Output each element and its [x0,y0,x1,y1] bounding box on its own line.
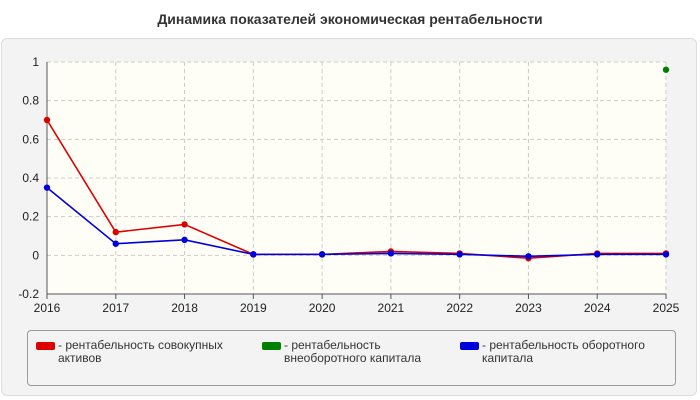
x-tick-label: 2022 [446,301,473,315]
data-point-series-1 [662,66,670,73]
legend-item-total-assets: - рентабельность совокупных активов [36,339,246,365]
chart-title: Динамика показателей экономическая рента… [157,11,543,27]
data-point-series-2 [387,250,395,257]
grid-lines [47,61,667,294]
y-tick-label: 0.2 [22,210,39,224]
data-point-series-0 [43,116,51,124]
y-tick-label: 0.4 [22,171,39,185]
legend-label: - рентабельность внеоборотного капитала [284,338,421,365]
x-tick-label: 2016 [34,301,61,315]
data-point-series-2 [43,184,51,191]
legend-item-fixed-capital: - рентабельность внеоборотного капитала [262,339,447,365]
x-tick-label: 2020 [309,301,336,315]
legend-item-working-capital: - рентабельность оборотного капитала [460,339,665,365]
legend-swatch-green [262,342,281,350]
data-point-series-2 [318,251,326,258]
x-tick-label: 2019 [240,301,267,315]
x-tick-label: 2018 [171,301,198,315]
axes [46,62,667,299]
data-point-series-2 [112,240,119,247]
legend-swatch-red [36,342,55,350]
data-point-series-2 [594,251,601,258]
x-tick-label: 2017 [102,301,129,315]
x-tick-label: 2021 [378,301,405,315]
data-point-series-2 [525,253,532,260]
data-point-series-0 [112,228,119,236]
legend-label: - рентабельность оборотного капитала [482,338,645,365]
x-tick-label: 2024 [584,301,611,315]
legend-swatch-blue [460,342,479,350]
x-axis-tick-labels: 2016 2017 2018 2019 2020 2021 2022 2023 2024 2025 [34,301,680,315]
series-points [43,66,670,262]
y-tick-label: -0.2 [18,287,39,301]
legend: - рентабельность совокупных активов - ре… [27,330,676,386]
data-point-series-2 [662,251,670,258]
y-tick-label: 0.6 [22,132,39,146]
x-tick-label: 2025 [653,301,680,315]
y-tick-label: 1 [32,55,39,69]
legend-label: - рентабельность совокупных активов [58,338,223,365]
series-lines [46,119,666,260]
y-axis-tick-labels: -0.2 0 0.2 0.4 0.6 0.8 1 [18,55,39,301]
y-tick-label: 0 [32,248,39,262]
series-line-2 [46,187,666,258]
data-point-series-0 [181,221,188,228]
x-tick-label: 2023 [515,301,542,315]
y-tick-label: 0.8 [22,94,39,108]
data-point-series-2 [250,251,257,258]
data-point-series-2 [181,236,188,244]
data-point-series-2 [456,251,463,258]
